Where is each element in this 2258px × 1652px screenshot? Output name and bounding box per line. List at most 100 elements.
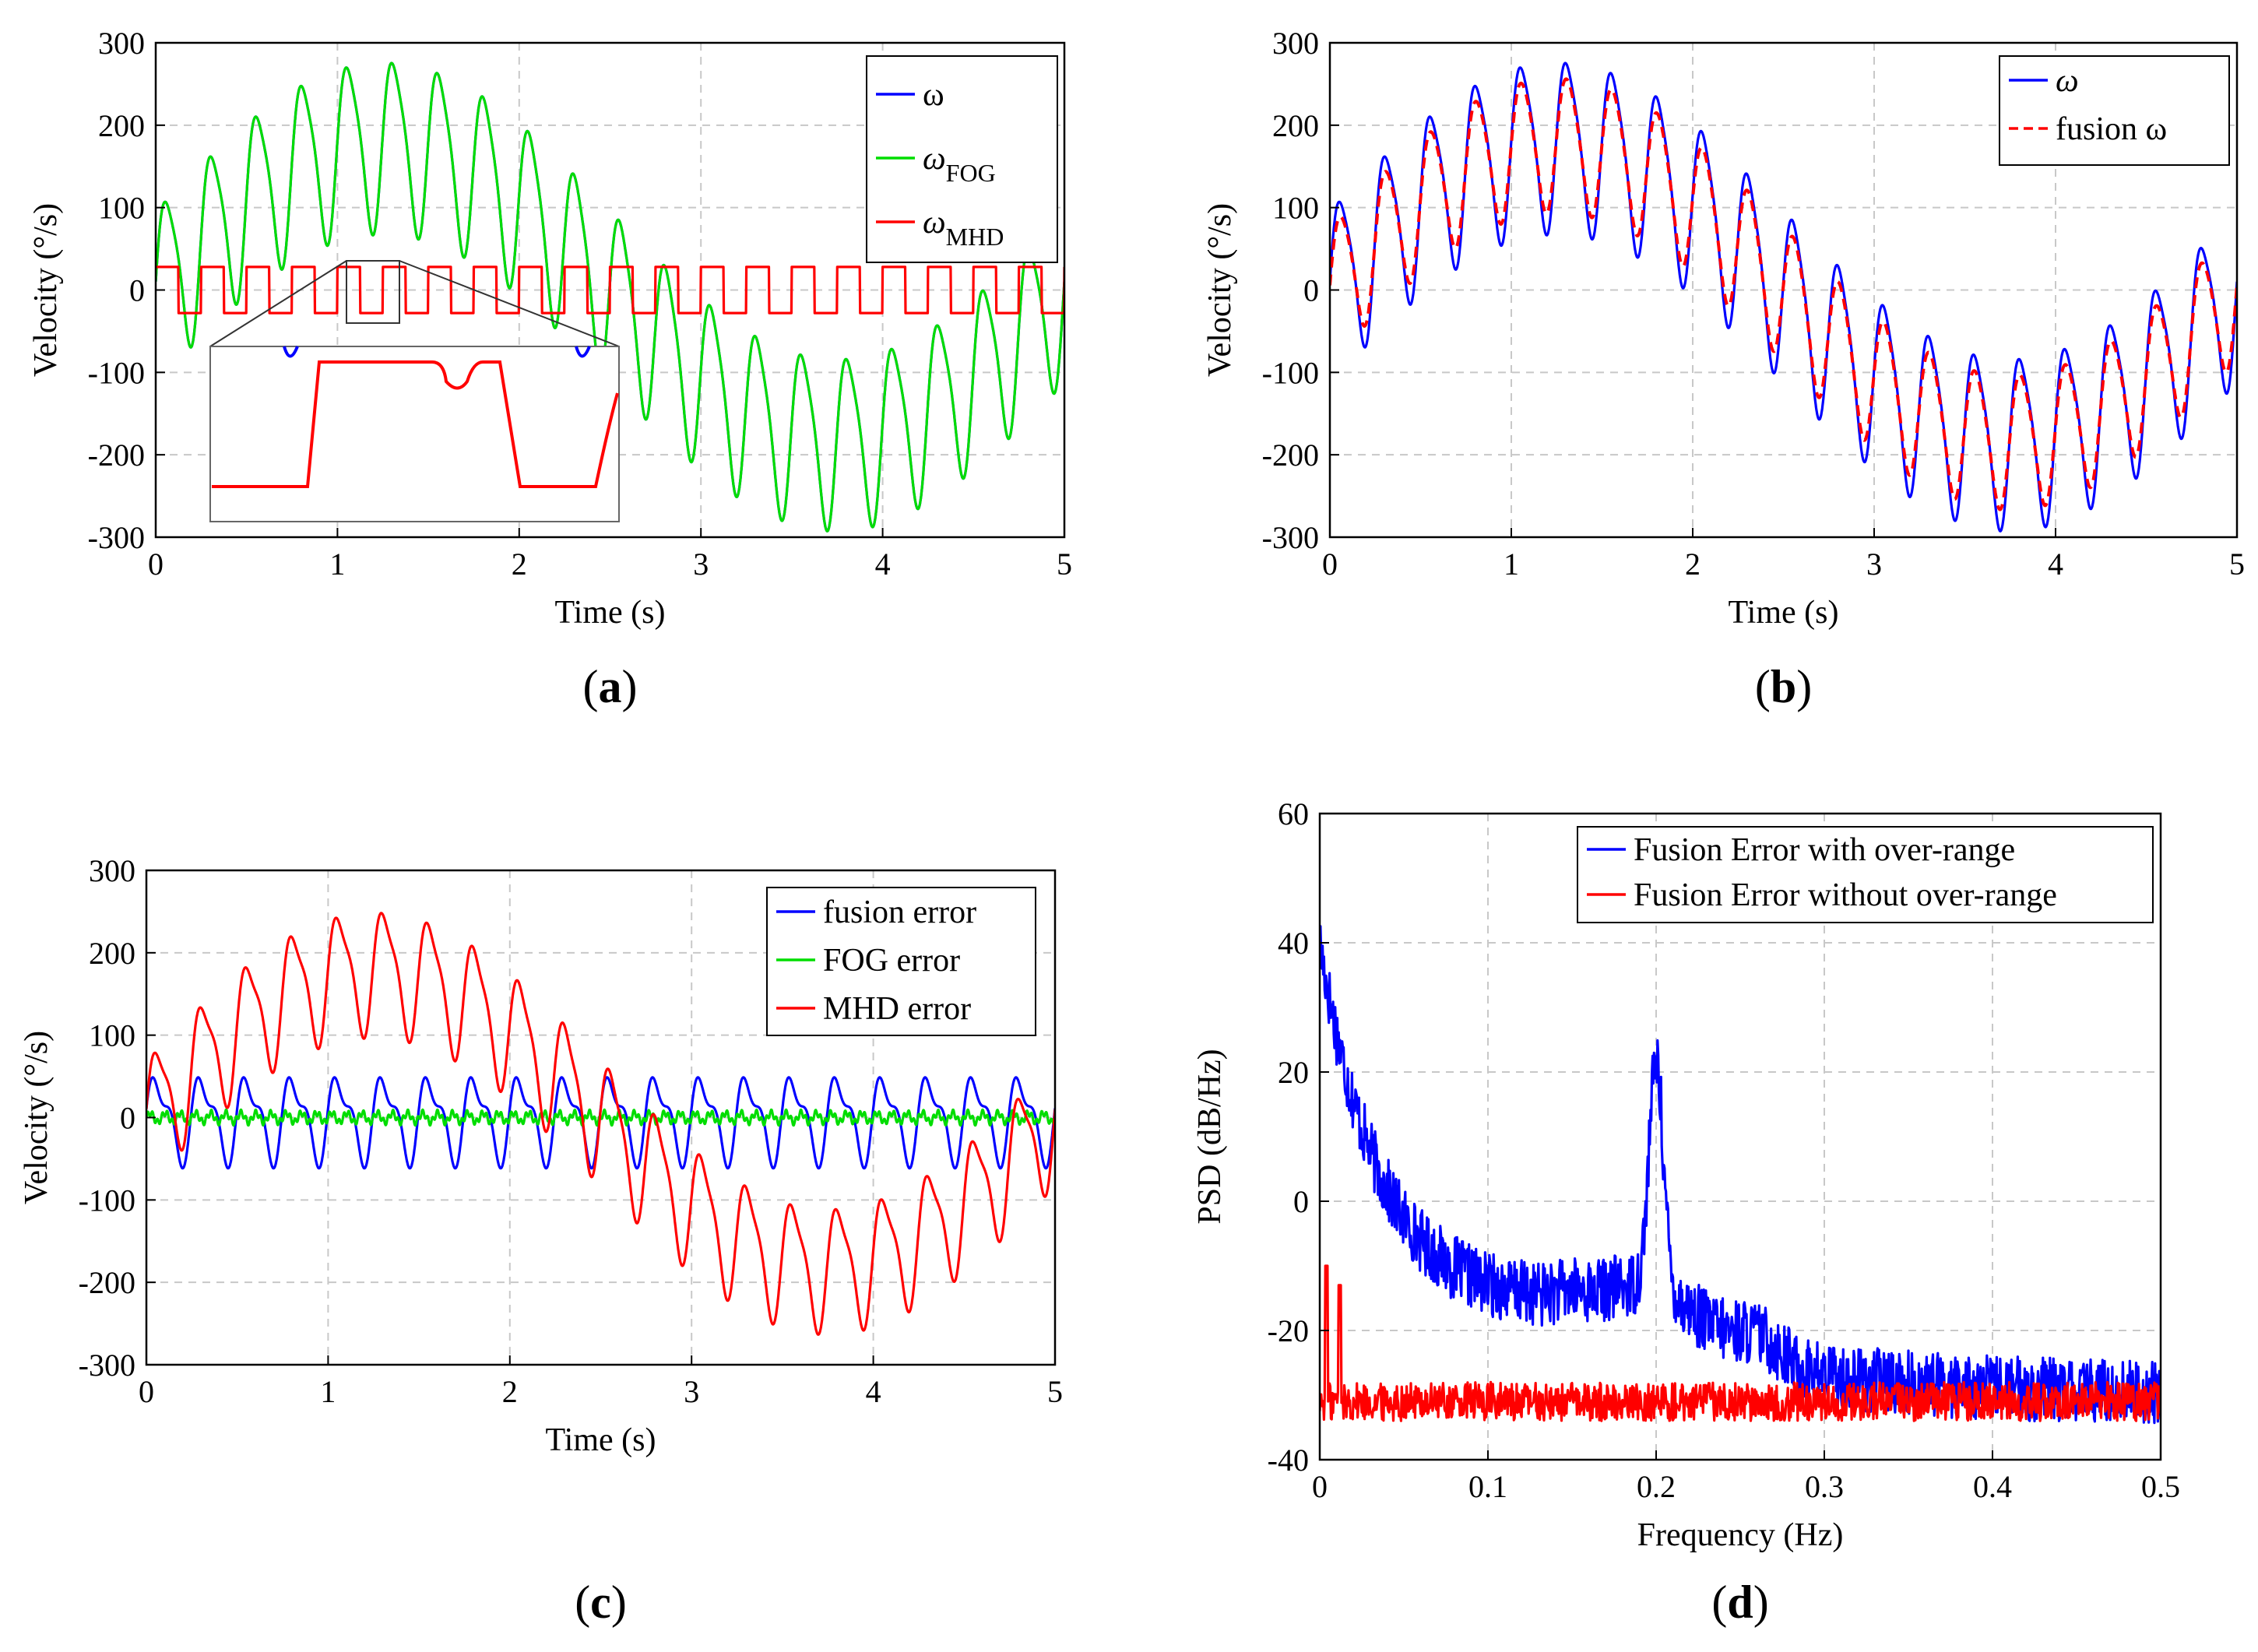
legend: ω ωFOG ωMHD: [866, 55, 1058, 263]
y-tick-label: 100: [1272, 191, 1319, 226]
y-tick-label: -300: [1262, 520, 1319, 555]
zoom-connector: [399, 260, 620, 347]
y-tick-label: 0: [1303, 273, 1319, 308]
x-tick-label: 1: [329, 547, 345, 582]
legend-label: ω: [2056, 63, 2079, 99]
x-axis-label: Time (s): [1729, 595, 1839, 631]
y-axis-label: PSD (dB/Hz): [1192, 1049, 1228, 1224]
y-tick-label: -100: [1262, 355, 1319, 390]
y-tick-label: 60: [1278, 796, 1309, 831]
series-line-fusion-error-without-over-range: [1320, 1264, 2161, 1422]
y-tick-label: 200: [98, 108, 145, 143]
series-group: [146, 912, 1055, 1336]
y-tick-label: -300: [88, 520, 145, 555]
x-tick-label: 2: [512, 547, 527, 582]
series-line--mhd: [156, 265, 1064, 315]
legend-label: ω: [923, 77, 944, 113]
x-tick-label: 3: [1866, 547, 1882, 582]
legend: ω fusion ω: [1999, 55, 2230, 166]
legend-label: ωMHD: [923, 205, 1004, 251]
y-tick-label: -300: [79, 1348, 135, 1383]
legend-label: fusion error: [823, 895, 976, 930]
x-tick-label: 1: [1504, 547, 1519, 582]
legend-box: [1999, 55, 2230, 166]
x-tick-label: 5: [1057, 547, 1072, 582]
x-axis-label: Time (s): [555, 595, 666, 631]
y-tick-label: 300: [89, 853, 135, 888]
legend-label: FOG error: [823, 943, 960, 979]
series-line-mhd-error: [146, 912, 1055, 1336]
series-group: [156, 62, 1064, 533]
x-tick-label: 0: [148, 547, 164, 582]
panel-label: (d): [1711, 1576, 1768, 1628]
zoom-connector: [209, 260, 347, 347]
y-axis-label: Velocity (°/s): [19, 1031, 55, 1204]
y-tick-label: 300: [98, 26, 145, 61]
x-tick-label: 0: [1322, 547, 1338, 582]
series-group: [1320, 925, 2161, 1425]
y-tick-label: -200: [88, 438, 145, 473]
series-line-fusion-error-with-over-range: [1320, 925, 2161, 1425]
x-tick-label: 4: [2048, 547, 2063, 582]
x-tick-label: 3: [684, 1374, 699, 1409]
x-tick-label: 4: [875, 547, 891, 582]
inset-series-line: [575, 346, 591, 358]
x-tick-label: 5: [1047, 1374, 1063, 1409]
axes-box: [1318, 812, 2162, 1461]
series-line-fusion-error: [146, 1076, 1055, 1170]
y-tick-label: 40: [1278, 926, 1309, 961]
chart-panel-b: 0 1 2 3 4 5 -300 -200 -100 0 100 200 300 Time (s) Velo…: [1202, 26, 2245, 712]
legend-label: MHD error: [823, 991, 971, 1027]
y-tick-label: 200: [1272, 108, 1319, 143]
y-tick-label: -40: [1268, 1443, 1309, 1478]
panel-label: (a): [583, 661, 638, 712]
legend-label: ωFOG: [923, 141, 996, 187]
y-tick-label: -20: [1268, 1313, 1309, 1348]
legend-label: fusion ω: [2056, 111, 2167, 147]
x-tick-label: 3: [693, 547, 709, 582]
chart-panel-c: 0 1 2 3 4 5 -300 -200 -100 0 100 200 300 Time (s) Velo…: [19, 853, 1063, 1628]
y-tick-label: -100: [88, 355, 145, 390]
y-tick-label: 20: [1278, 1055, 1309, 1090]
panel-label: (b): [1755, 661, 1812, 712]
series-line-fusion-: [1330, 77, 2237, 511]
y-tick-label: 0: [1293, 1184, 1309, 1219]
panel-label: (c): [575, 1576, 627, 1628]
legend-label: Fusion Error with over-range: [1634, 832, 2015, 868]
x-tick-label: 0.2: [1637, 1469, 1676, 1504]
y-tick-label: -200: [79, 1265, 135, 1300]
inset-series-line: [283, 346, 299, 358]
x-tick-label: 0.1: [1468, 1469, 1507, 1504]
y-axis-label: Velocity (°/s): [1202, 203, 1238, 377]
chart-panel-d: 0 0.1 0.2 0.3 0.4 0.5 -40 -20 0 20 40 60 Frequency (…: [1192, 796, 2180, 1628]
legend-box: [1577, 826, 2154, 923]
x-tick-label: 2: [1685, 547, 1701, 582]
legend: Fusion Error with over-range Fusion Error…: [1577, 826, 2154, 923]
x-tick-label: 0: [1312, 1469, 1328, 1504]
y-tick-label: -200: [1262, 438, 1319, 473]
x-axis-label: Frequency (Hz): [1637, 1517, 1844, 1553]
y-tick-label: -100: [79, 1183, 135, 1218]
grid: [1320, 814, 2161, 1460]
y-tick-label: 300: [1272, 26, 1319, 61]
y-tick-label: 100: [89, 1018, 135, 1053]
y-axis-label: Velocity (°/s): [28, 203, 64, 377]
y-tick-label: 0: [129, 273, 145, 308]
legend-label: Fusion Error without over-range: [1634, 877, 2057, 913]
chart-panel-a: 0 1 2 3 4 5 -300 -200 -100 0 100 200 300 Time (s) Velo…: [28, 26, 1072, 712]
x-tick-label: 4: [866, 1374, 881, 1409]
inset-series-line: [212, 360, 619, 488]
legend: fusion error FOG error MHD error: [766, 887, 1036, 1036]
x-axis-label: Time (s): [546, 1422, 656, 1458]
x-tick-label: 0: [139, 1374, 154, 1409]
x-tick-label: 0.5: [2141, 1469, 2180, 1504]
y-tick-label: 100: [98, 191, 145, 226]
x-tick-label: 2: [502, 1374, 518, 1409]
x-tick-label: 0.4: [1973, 1469, 2012, 1504]
x-tick-label: 0.3: [1805, 1469, 1844, 1504]
y-tick-label: 0: [120, 1101, 135, 1136]
inset-box: [209, 346, 620, 522]
series-group: [1330, 62, 2237, 533]
y-tick-label: 200: [89, 936, 135, 971]
